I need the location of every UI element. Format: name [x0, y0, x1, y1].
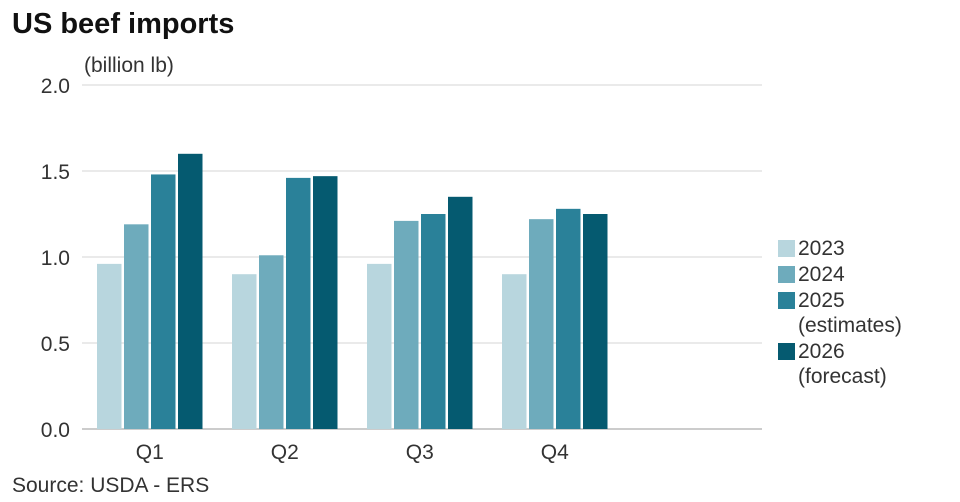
- legend-label: 2024: [798, 263, 845, 286]
- bar-2025-Q1: [151, 174, 176, 429]
- legend-label: 2025 (estimates): [798, 289, 902, 337]
- x-tick-label: Q3: [406, 441, 434, 464]
- y-tick-label: 1.0: [41, 247, 70, 270]
- legend-swatch: [778, 292, 795, 309]
- bar-2024-Q4: [529, 219, 554, 429]
- bar-2023-Q1: [97, 263, 122, 429]
- x-tick-label: Q1: [136, 441, 164, 464]
- bar-2026-Q1: [178, 153, 203, 430]
- legend-item-2025: 2025 (estimates): [778, 288, 902, 338]
- bar-2025-Q2: [286, 177, 311, 429]
- y-axis-unit: (billion lb): [84, 54, 174, 77]
- legend-swatch: [778, 343, 795, 360]
- legend-swatch: [778, 266, 795, 283]
- y-tick-label: 0.0: [41, 419, 70, 442]
- bar-2026-Q3: [448, 196, 473, 429]
- legend-item-2023: 2023: [778, 236, 902, 261]
- y-tick-label: 0.5: [41, 333, 70, 356]
- legend: 2023 2024 2025 (estimates) 2026 (forecast): [778, 236, 902, 390]
- legend-item-2026: 2026 (forecast): [778, 339, 902, 389]
- bar-2026-Q2: [313, 176, 338, 429]
- legend-item-2024: 2024: [778, 262, 902, 287]
- bar-2024-Q1: [124, 224, 149, 429]
- legend-swatch: [778, 240, 795, 257]
- legend-label: 2026 (forecast): [798, 340, 887, 388]
- y-tick-label: 1.5: [41, 161, 70, 184]
- chart-title: US beef imports: [12, 8, 235, 40]
- bar-2025-Q3: [421, 214, 446, 429]
- bar-2023-Q4: [502, 274, 527, 429]
- y-tick-label: 2.0: [41, 75, 70, 98]
- bar-2025-Q4: [556, 208, 581, 429]
- bar-2024-Q2: [259, 255, 284, 429]
- x-tick-label: Q2: [271, 441, 299, 464]
- source-note: Source: USDA - ERS: [12, 474, 210, 497]
- bar-2024-Q3: [394, 220, 419, 429]
- bar-2023-Q3: [367, 263, 392, 429]
- bar-2026-Q4: [583, 214, 608, 429]
- legend-label: 2023: [798, 237, 845, 260]
- bar-2023-Q2: [232, 274, 257, 429]
- x-tick-label: Q4: [541, 441, 569, 464]
